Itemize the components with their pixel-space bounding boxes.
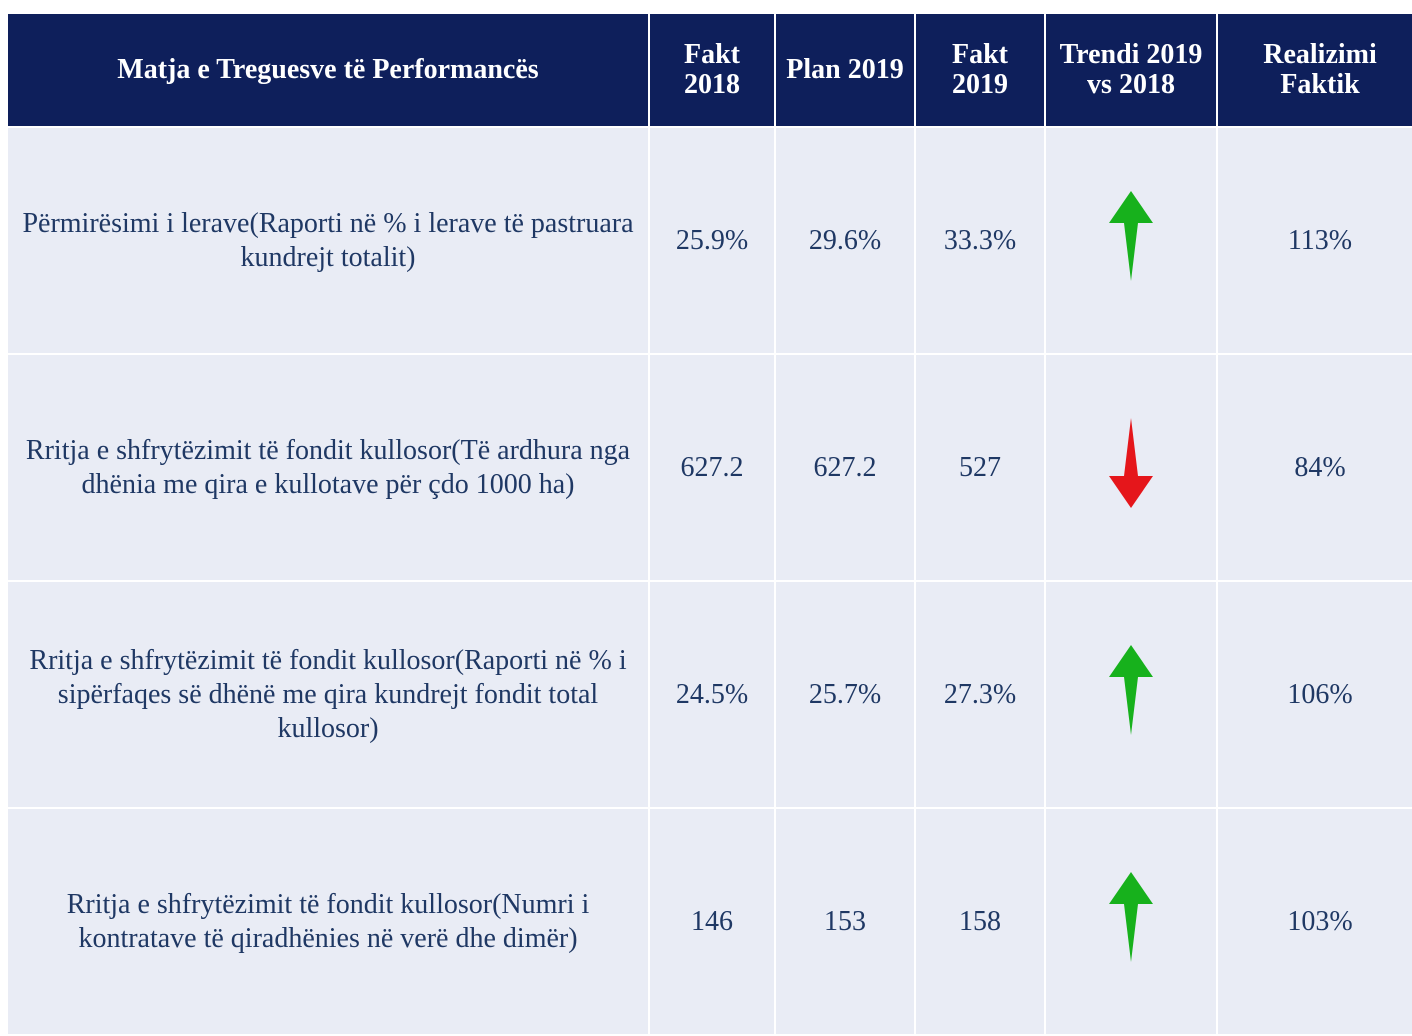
indicator-cell: Rritja e shfrytëzimit të fondit kullosor…	[8, 582, 648, 807]
value-cell: 29.6%	[776, 128, 914, 353]
value-cell: 24.5%	[650, 582, 774, 807]
arrow-shape	[1109, 418, 1153, 508]
trend-cell	[1046, 582, 1216, 807]
header-cell: Plan 2019	[776, 14, 914, 126]
header-cell: Trendi 2019 vs 2018	[1046, 14, 1216, 126]
arrow-shape	[1109, 191, 1153, 281]
indicator-cell: Përmirësimi i lerave(Raporti në % i lera…	[8, 128, 648, 353]
value-cell: 106%	[1218, 582, 1412, 807]
trend-cell	[1046, 128, 1216, 353]
indicator-cell: Rritja e shfrytëzimit të fondit kullosor…	[8, 809, 648, 1034]
header-row: Matja e Treguesve të Performancës Fakt 20…	[8, 14, 1412, 126]
trend-cell	[1046, 809, 1216, 1034]
value-cell: 627.2	[650, 355, 774, 580]
header-cell: Realizimi Faktik	[1218, 14, 1412, 126]
trend-cell	[1046, 355, 1216, 580]
table-row: Rritja e shfrytëzimit të fondit kullosor…	[8, 355, 1412, 580]
value-cell: 103%	[1218, 809, 1412, 1034]
value-cell: 84%	[1218, 355, 1412, 580]
value-cell: 527	[916, 355, 1044, 580]
header-cell: Fakt 2019	[916, 14, 1044, 126]
header-cell: Fakt 2018	[650, 14, 774, 126]
value-cell: 146	[650, 809, 774, 1034]
table-row: Rritja e shfrytëzimit të fondit kullosor…	[8, 809, 1412, 1034]
table-wrap: Matja e Treguesve të Performancës Fakt 20…	[8, 14, 1412, 1034]
trend-arrow	[1109, 418, 1153, 508]
value-cell: 27.3%	[916, 582, 1044, 807]
table-header: Matja e Treguesve të Performancës Fakt 20…	[8, 14, 1412, 126]
performance-table: Matja e Treguesve të Performancës Fakt 20…	[6, 12, 1412, 1036]
value-cell: 627.2	[776, 355, 914, 580]
table-body: Përmirësimi i lerave(Raporti në % i lera…	[8, 128, 1412, 1034]
value-cell: 153	[776, 809, 914, 1034]
value-cell: 158	[916, 809, 1044, 1034]
table-row: Rritja e shfrytëzimit të fondit kullosor…	[8, 582, 1412, 807]
table-row: Përmirësimi i lerave(Raporti në % i lera…	[8, 128, 1412, 353]
value-cell: 25.7%	[776, 582, 914, 807]
value-cell: 33.3%	[916, 128, 1044, 353]
value-cell: 25.9%	[650, 128, 774, 353]
trend-arrow	[1109, 872, 1153, 962]
arrow-shape	[1109, 872, 1153, 962]
value-cell: 113%	[1218, 128, 1412, 353]
indicator-cell: Rritja e shfrytëzimit të fondit kullosor…	[8, 355, 648, 580]
trend-arrow	[1109, 191, 1153, 281]
trend-arrow	[1109, 645, 1153, 735]
arrow-shape	[1109, 645, 1153, 735]
header-cell: Matja e Treguesve të Performancës	[8, 14, 648, 126]
